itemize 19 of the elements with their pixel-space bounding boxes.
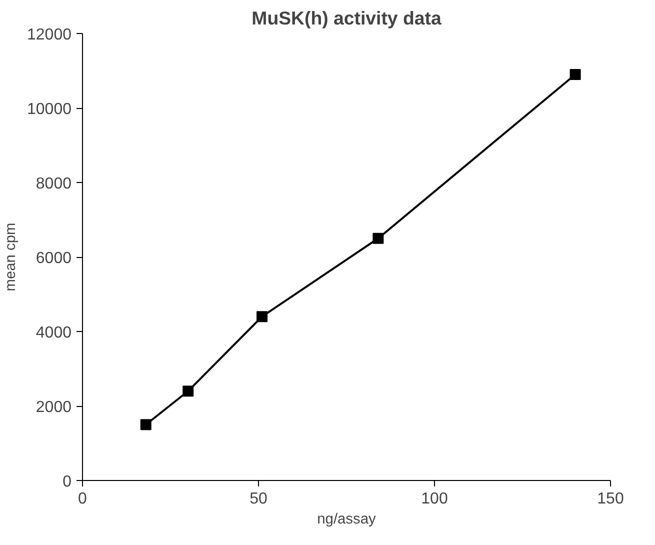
point xyxy=(256,311,268,322)
y-axis-title: mean cpm xyxy=(3,222,20,292)
y-tick-label: 8000 xyxy=(36,176,72,192)
y-tick-label: 4000 xyxy=(36,324,72,342)
y-tick-label: 10000 xyxy=(27,101,72,118)
x-tick-label: 0 xyxy=(78,490,88,508)
y-tick-label: 12000 xyxy=(27,26,72,44)
y-tick-label: 6000 xyxy=(36,250,72,267)
point xyxy=(140,419,152,430)
x-tick-label: 50 xyxy=(250,490,268,508)
y-tick-label: 0 xyxy=(62,474,72,490)
x-tick-label: 100 xyxy=(421,490,448,508)
y-tick-label: 2000 xyxy=(36,399,72,416)
chart-title: MuSK(h) activity data xyxy=(252,8,442,28)
x-axis-title: ng/assay xyxy=(317,512,376,528)
x-tick-label: 150 xyxy=(597,490,624,508)
point xyxy=(372,232,384,244)
point xyxy=(182,386,194,397)
point xyxy=(570,68,581,80)
